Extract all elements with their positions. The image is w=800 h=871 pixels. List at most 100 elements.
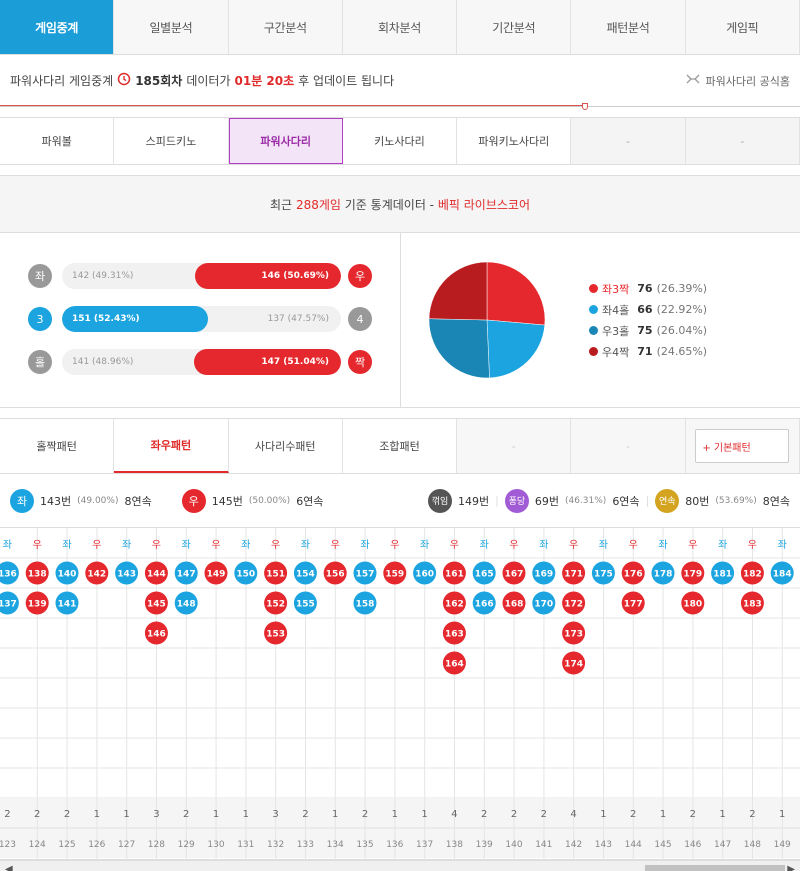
column-round: 145 bbox=[654, 840, 671, 850]
pattern-ball bbox=[472, 591, 496, 615]
right-streak: 6연속 bbox=[296, 494, 324, 508]
column-round: 139 bbox=[476, 840, 493, 850]
game-tab[interactable]: 키노사다리 bbox=[343, 118, 458, 164]
pattern-ball-number: 159 bbox=[385, 570, 404, 580]
column-header: 좌 bbox=[241, 539, 250, 551]
pattern-ball bbox=[144, 591, 168, 615]
horizontal-scrollbar[interactable]: ◀ ▶ bbox=[0, 860, 800, 871]
right-count: 145번 bbox=[211, 494, 243, 508]
pattern-ball-number: 137 bbox=[0, 600, 17, 610]
pattern-ball-number: 151 bbox=[266, 570, 285, 580]
pattern-ball-number: 136 bbox=[0, 570, 17, 580]
column-round: 149 bbox=[774, 840, 791, 850]
ratio-left-badge: 좌 bbox=[28, 264, 52, 288]
basic-pattern-button[interactable]: + 기본패턴 bbox=[695, 429, 790, 463]
column-round: 133 bbox=[297, 840, 314, 850]
nav-tab[interactable]: 구간분석 bbox=[229, 0, 343, 54]
nav-tab[interactable]: 게임픽 bbox=[686, 0, 800, 54]
pong-pct: (46.31%) bbox=[564, 495, 607, 506]
column-round: 124 bbox=[29, 840, 46, 850]
ratio-right-fill: 147 (51.04%) bbox=[194, 349, 341, 375]
column-round: 134 bbox=[327, 840, 344, 850]
pattern-ball bbox=[293, 561, 317, 585]
ratio-left-fill: 151 (52.43%) bbox=[62, 306, 209, 332]
left-streak: 8연속 bbox=[124, 494, 152, 508]
scroll-left-arrow-icon[interactable]: ◀ bbox=[5, 864, 13, 871]
scroll-thumb[interactable] bbox=[645, 865, 785, 871]
ratio-right-badge: 짝 bbox=[348, 350, 372, 374]
column-round: 137 bbox=[416, 840, 433, 850]
game-tab[interactable]: 스피드키노 bbox=[114, 118, 229, 164]
pattern-ball-number: 174 bbox=[564, 660, 583, 670]
pattern-ball-number: 181 bbox=[713, 570, 732, 580]
legend-pct: (26.04%) bbox=[656, 324, 708, 337]
pattern-ball-number: 150 bbox=[236, 570, 255, 580]
scroll-right-arrow-icon[interactable]: ▶ bbox=[787, 864, 795, 871]
right-badge: 우 bbox=[181, 488, 206, 513]
pattern-ball-number: 175 bbox=[594, 570, 613, 580]
pattern-tab[interactable]: 좌우패턴 bbox=[114, 419, 229, 473]
left-pct: (49.00%) bbox=[77, 495, 119, 506]
pattern-ball bbox=[144, 561, 168, 585]
pattern-ball bbox=[442, 591, 466, 615]
stats-title-pre: 최근 bbox=[270, 197, 293, 212]
legend-value: 76 bbox=[637, 282, 653, 295]
legend-dot bbox=[589, 347, 598, 356]
pattern-ball-number: 154 bbox=[296, 570, 315, 580]
column-round: 132 bbox=[267, 840, 284, 850]
pattern-ball-number: 179 bbox=[683, 570, 702, 580]
ratio-track: 142 (49.31%) 146 (50.69%) bbox=[62, 263, 341, 289]
ratio-track: 141 (48.96%) 147 (51.04%) bbox=[62, 349, 341, 375]
nav-tab[interactable]: 패턴분석 bbox=[571, 0, 686, 54]
column-header: 우 bbox=[152, 539, 161, 551]
nav-tab[interactable]: 기간분석 bbox=[457, 0, 572, 54]
game-tab[interactable]: 파워볼 bbox=[0, 118, 115, 164]
game-tab[interactable]: 파워키노사다리 bbox=[457, 118, 572, 164]
pattern-ball bbox=[562, 621, 586, 645]
column-round: 138 bbox=[446, 840, 463, 850]
column-count: 1 bbox=[421, 809, 427, 820]
nav-tab[interactable]: 일별분석 bbox=[114, 0, 229, 54]
progress-line bbox=[0, 105, 585, 106]
pattern-ball bbox=[562, 561, 586, 585]
pattern-ball-number: 180 bbox=[683, 600, 702, 610]
column-count: 2 bbox=[630, 809, 636, 820]
nav-tab[interactable]: 게임중계 bbox=[0, 0, 115, 54]
column-count: 1 bbox=[719, 809, 725, 820]
stats-source-link[interactable]: 베픽 라이브스코어 bbox=[437, 197, 530, 212]
pattern-ball bbox=[711, 561, 735, 585]
column-count: 2 bbox=[749, 809, 755, 820]
pattern-ball-number: 148 bbox=[177, 600, 196, 610]
official-site-link[interactable]: 파워사다리 공식홈 bbox=[685, 73, 790, 89]
pattern-ball bbox=[681, 561, 705, 585]
pattern-ball-number: 170 bbox=[534, 600, 553, 610]
column-round: 123 bbox=[0, 840, 16, 850]
pattern-tab[interactable]: 사다리수패턴 bbox=[229, 419, 343, 473]
legend-value: 71 bbox=[637, 345, 653, 358]
legend-item: 좌4홀 66 (22.92%) bbox=[589, 299, 707, 320]
column-count: 1 bbox=[123, 809, 129, 820]
pie-slice bbox=[428, 318, 490, 379]
pattern-tab[interactable]: 홀짝패턴 bbox=[0, 419, 115, 473]
pattern-ball bbox=[0, 591, 19, 615]
legend-name: 우4짝 bbox=[602, 345, 630, 359]
stats-title: 최근 288게임 기준 통계데이터 - 베픽 라이브스코어 bbox=[0, 176, 800, 233]
update-info-bar: 파워사다리 게임중계 185회차 데이터가 01분 20초 후 업데이트 됩니다… bbox=[0, 55, 800, 110]
column-header: 우 bbox=[331, 539, 340, 551]
pattern-ball-number: 171 bbox=[564, 570, 583, 580]
game-tab[interactable]: 파워사다리 bbox=[228, 118, 343, 164]
column-header: 좌 bbox=[3, 539, 12, 551]
pattern-ball bbox=[25, 591, 49, 615]
pattern-grid-svg: 좌1361372123우1381392124좌1401412125우142112… bbox=[0, 528, 800, 860]
pattern-ball bbox=[740, 561, 764, 585]
count-row-bg bbox=[0, 798, 800, 828]
ratio-row: 3 151 (52.43%) 137 (47.57%) 4 bbox=[28, 305, 372, 333]
pattern-ball bbox=[0, 561, 19, 585]
top-nav: 게임중계 일별분석 구간분석 회차분석 기간분석 패턴분석 게임픽 bbox=[0, 0, 800, 55]
column-header: 좌 bbox=[539, 539, 548, 551]
column-count: 2 bbox=[690, 809, 696, 820]
nav-tab[interactable]: 회차분석 bbox=[343, 0, 458, 54]
column-header: 우 bbox=[390, 539, 399, 551]
ratio-right-badge: 우 bbox=[348, 264, 372, 288]
pattern-tab[interactable]: 조합패턴 bbox=[343, 419, 458, 473]
